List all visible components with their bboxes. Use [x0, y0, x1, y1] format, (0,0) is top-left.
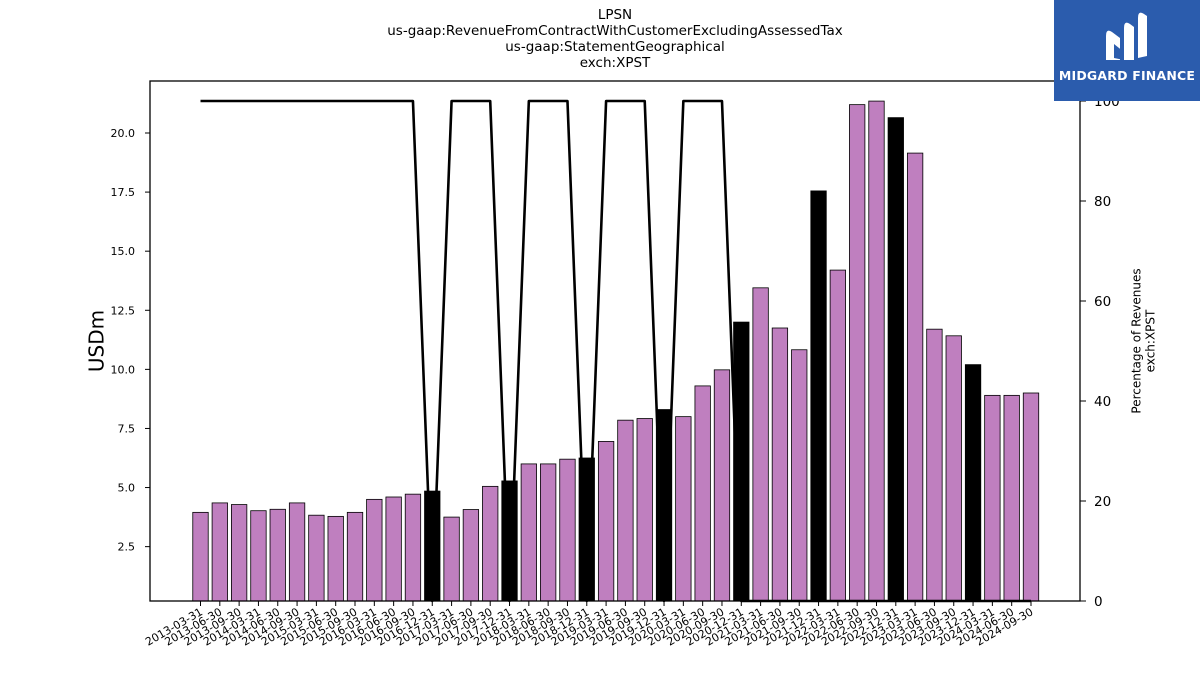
bar-2020-03-31 [675, 416, 692, 602]
bar-2022-06-30 [849, 104, 866, 602]
right-y-tick-label: 20 [1094, 494, 1111, 510]
bar-2023-06-30 [926, 328, 943, 602]
y-tick-label: 20.0 [111, 127, 136, 140]
bar-2016-06-30 [385, 496, 402, 602]
bar-2024-03-31 [984, 394, 1001, 602]
x-axis: 2013-03-312013-06-302013-09-302014-03-31… [143, 601, 1036, 649]
y-tick-label: 7.5 [118, 422, 136, 435]
plot-frame [149, 80, 1081, 602]
bar-2022-09-30 [868, 100, 885, 602]
bar-2020-06-30 [694, 385, 711, 602]
bar-2021-09-30 [791, 349, 808, 602]
bar-2018-06-30 [540, 463, 557, 602]
bar-2016-03-31 [366, 498, 383, 602]
bar-2023-12-31 [964, 364, 982, 602]
bar-2017-06-30 [462, 509, 480, 602]
right-y-tick-label: 80 [1094, 194, 1111, 210]
bar-2016-09-30 [404, 493, 422, 602]
bar-2017-03-31 [443, 516, 460, 602]
y-tick-label: 5.0 [118, 482, 136, 495]
y-tick-label: 10.0 [111, 363, 136, 376]
bar-2021-03-31 [752, 287, 769, 602]
chart-title-line-4: exch:XPST [579, 55, 651, 71]
y-tick-label: 15.0 [111, 245, 136, 258]
bar-2019-03-31 [597, 441, 615, 602]
bar-2022-12-31 [887, 117, 904, 602]
right-y-axis-label-line-2: exch:XPST [1144, 309, 1158, 372]
bar-2014-03-31 [250, 510, 267, 602]
bar-2021-12-31 [810, 190, 827, 602]
y-tick-label: 2.5 [118, 541, 136, 554]
bar-2014-09-30 [288, 502, 306, 602]
right-y-tick-label: 60 [1094, 294, 1111, 310]
bar-2024-06-30 [1003, 394, 1020, 602]
left-y-axis: 2.5 5.0 7.5 10.0 12.5 15.0 17.5 20.0 [111, 127, 150, 554]
bar-2023-09-30 [945, 335, 962, 602]
midgard-finance-logo: MIDGARD FINANCE [1054, 0, 1200, 101]
chart-title-line-1: LPSN [597, 7, 633, 23]
bar-2015-09-30 [346, 511, 364, 602]
bar-2013-06-30 [211, 502, 228, 602]
midgard-m-icon [1106, 12, 1147, 61]
right-y-tick-label: 40 [1094, 394, 1111, 410]
bar-2014-06-30 [269, 508, 286, 602]
bar-2018-03-31 [520, 463, 537, 602]
percentage-line-series [200, 99, 1031, 603]
bar-2024-09-30 [1022, 392, 1040, 602]
y-axis-label: USDm [85, 310, 109, 372]
bar-2018-09-30 [559, 458, 576, 602]
right-y-axis-label-line-1: Percentage of Revenues [1130, 268, 1144, 413]
chart-title-line-3: us-gaap:StatementGeographical [505, 39, 725, 55]
bar-2021-06-30 [771, 327, 789, 602]
logo-text: MIDGARD FINANCE [1058, 68, 1196, 83]
bar-2013-03-31 [192, 511, 209, 602]
right-y-tick-label: 0 [1094, 594, 1103, 610]
y-tick-label: 17.5 [111, 186, 136, 199]
bar-2019-06-30 [617, 419, 634, 602]
percentage-line [200, 99, 1031, 603]
bar-2015-03-31 [308, 514, 325, 602]
y-tick-label: 12.5 [111, 304, 136, 317]
bar-2020-09-30 [713, 369, 731, 602]
bar-2023-03-31 [906, 152, 924, 602]
bar-2013-09-30 [230, 504, 248, 602]
bar-2019-09-30 [636, 418, 653, 602]
bar-2015-06-30 [327, 515, 344, 602]
bar-2022-03-31 [829, 269, 846, 602]
bar-series [192, 100, 1040, 602]
bar-2017-09-30 [482, 485, 499, 602]
chart-title-line-2: us-gaap:RevenueFromContractWithCustomerE… [387, 23, 843, 39]
